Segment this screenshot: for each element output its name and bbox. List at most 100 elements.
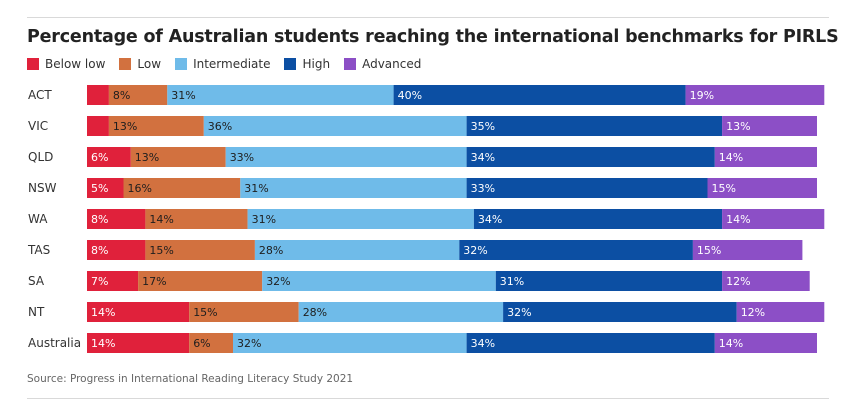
legend: Below low Low Intermediate High Advanced xyxy=(27,57,435,71)
top-rule xyxy=(27,17,829,18)
bar-segment-vic-high xyxy=(466,116,723,136)
legend-label: Advanced xyxy=(362,57,422,71)
bar-segment-australia-intermediate xyxy=(233,333,467,353)
data-label: 14% xyxy=(726,213,750,226)
bar-segment-wa-intermediate xyxy=(247,209,474,229)
data-label: 6% xyxy=(193,337,210,350)
data-label: 13% xyxy=(113,120,137,133)
bar-segment-qld-high xyxy=(466,147,715,167)
data-label: 31% xyxy=(500,275,524,288)
bar-segment-nsw-low xyxy=(123,178,241,198)
legend-swatch xyxy=(284,58,297,70)
data-label: 31% xyxy=(244,182,268,195)
bar-segment-vic-below-low xyxy=(87,116,109,136)
data-label: 15% xyxy=(193,306,217,319)
bar-segment-qld-advanced xyxy=(714,147,817,167)
data-label: 19% xyxy=(690,89,714,102)
bar-segment-tas-advanced xyxy=(692,240,803,260)
data-label: 33% xyxy=(230,151,254,164)
data-label: 14% xyxy=(91,306,115,319)
legend-item-advanced: Advanced xyxy=(344,57,421,71)
chart-title: Percentage of Australian students reachi… xyxy=(27,27,839,47)
legend-item-intermediate: Intermediate xyxy=(175,57,270,71)
bar-segment-act-low xyxy=(108,85,168,105)
legend-label: Low xyxy=(137,57,162,71)
bar-segment-australia-low xyxy=(189,333,233,353)
data-label: 17% xyxy=(142,275,166,288)
data-label: 12% xyxy=(741,306,765,319)
category-label-sa: SA xyxy=(28,274,45,288)
bar-segment-sa-below-low xyxy=(87,271,139,291)
bar-segment-qld-intermediate xyxy=(225,147,467,167)
data-label: 34% xyxy=(471,337,495,350)
category-label-qld: QLD xyxy=(28,150,53,164)
data-label: 6% xyxy=(91,151,108,164)
data-label: 5% xyxy=(91,182,108,195)
data-label: 8% xyxy=(113,89,130,102)
bar-segment-sa-high xyxy=(495,271,723,291)
data-label: 32% xyxy=(266,275,290,288)
data-label: 15% xyxy=(697,244,721,257)
data-label: 14% xyxy=(719,151,743,164)
bar-segment-wa-advanced xyxy=(722,209,825,229)
category-label-vic: VIC xyxy=(28,119,48,133)
bar-segment-tas-below-low xyxy=(87,240,146,260)
bar-segment-nt-low xyxy=(189,302,299,322)
data-label: 31% xyxy=(252,213,276,226)
data-label: 40% xyxy=(398,89,422,102)
category-label-tas: TAS xyxy=(27,243,50,257)
bar-segment-nt-intermediate xyxy=(298,302,504,322)
bar-segment-nt-high xyxy=(503,302,737,322)
bar-segment-australia-below-low xyxy=(87,333,190,353)
bar-segment-australia-high xyxy=(466,333,715,353)
legend-item-below-low: Below low xyxy=(27,57,105,71)
bar-segment-act-intermediate xyxy=(167,85,394,105)
bar-segment-vic-advanced xyxy=(722,116,817,136)
data-label: 35% xyxy=(471,120,495,133)
bar-segment-sa-low xyxy=(138,271,263,291)
data-label: 28% xyxy=(259,244,283,257)
data-label: 7% xyxy=(91,275,108,288)
data-label: 8% xyxy=(91,213,108,226)
bar-segment-act-advanced xyxy=(685,85,825,105)
category-label-wa: WA xyxy=(28,212,48,226)
legend-swatch xyxy=(175,58,188,70)
legend-label: Below low xyxy=(45,57,106,71)
category-label-nt: NT xyxy=(28,305,45,319)
legend-label: High xyxy=(302,57,331,71)
bar-segment-act-below-low xyxy=(87,85,109,105)
bar-segment-tas-high xyxy=(459,240,693,260)
legend-swatch xyxy=(119,58,132,70)
data-label: 15% xyxy=(149,244,173,257)
bar-segment-nt-below-low xyxy=(87,302,190,322)
bottom-rule xyxy=(27,398,829,399)
bar-segment-act-high xyxy=(393,85,686,105)
data-label: 28% xyxy=(303,306,327,319)
category-label-australia: Australia xyxy=(28,336,81,350)
data-label: 12% xyxy=(726,275,750,288)
data-label: 16% xyxy=(128,182,152,195)
source-note: Source: Progress in International Readin… xyxy=(27,373,354,385)
category-label-act: ACT xyxy=(28,88,52,102)
bar-segment-wa-below-low xyxy=(87,209,146,229)
bar-segment-nsw-high xyxy=(466,178,708,198)
bar-segment-qld-below-low xyxy=(87,147,131,167)
data-label: 32% xyxy=(463,244,487,257)
bar-segment-nsw-below-low xyxy=(87,178,124,198)
bar-segment-vic-low xyxy=(108,116,204,136)
data-label: 34% xyxy=(478,213,502,226)
data-label: 8% xyxy=(91,244,108,257)
legend-item-low: Low xyxy=(119,57,161,71)
legend-item-high: High xyxy=(284,57,330,71)
bar-segment-qld-low xyxy=(130,147,226,167)
data-label: 34% xyxy=(471,151,495,164)
bar-segment-vic-intermediate xyxy=(203,116,467,136)
data-label: 36% xyxy=(208,120,232,133)
legend-label: Intermediate xyxy=(193,57,271,71)
bar-segment-sa-intermediate xyxy=(262,271,496,291)
data-label: 32% xyxy=(507,306,531,319)
data-label: 14% xyxy=(719,337,743,350)
data-label: 15% xyxy=(712,182,736,195)
data-label: 13% xyxy=(135,151,159,164)
